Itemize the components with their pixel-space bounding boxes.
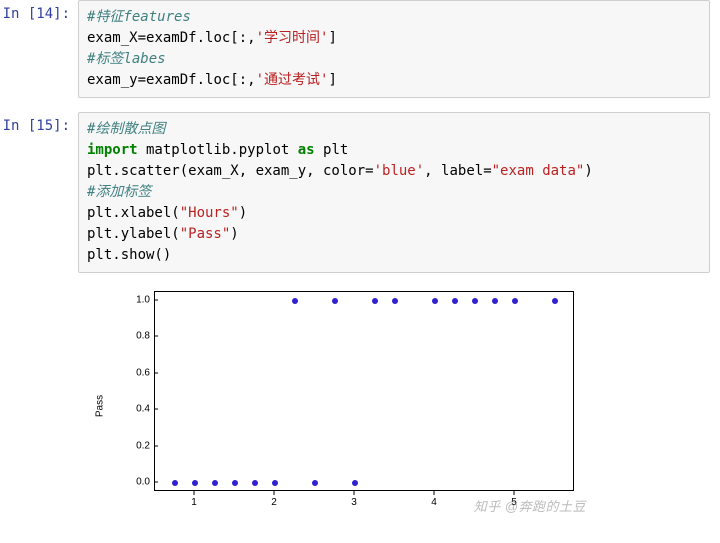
code-line: plt.xlabel("Hours") [87, 203, 701, 224]
code-token: #添加标签 [87, 184, 151, 200]
scatter-point [392, 298, 398, 304]
scatter-point [312, 480, 318, 486]
code-token: ) [230, 226, 238, 242]
code-token: matplotlib.pyplot [138, 142, 298, 158]
code-token: '通过考试' [256, 72, 329, 88]
scatter-point [172, 480, 178, 486]
code-token: examDf.loc[:, [146, 30, 256, 46]
x-tick-label: 2 [271, 497, 277, 508]
code-token: = [365, 163, 373, 179]
x-tick-label: 3 [351, 497, 357, 508]
code-token: , label [424, 163, 483, 179]
code-token: plt.scatter(exam_X, exam_y, color [87, 163, 365, 179]
scatter-point [512, 298, 518, 304]
x-tick-label: 1 [191, 497, 197, 508]
scatter-point [552, 298, 558, 304]
scatter-point [232, 480, 238, 486]
scatter-point [472, 298, 478, 304]
y-tick-label: 0.0 [136, 476, 150, 487]
prompt-label: In [15]: [0, 112, 78, 273]
code-line: exam_y=examDf.loc[:,'通过考试'] [87, 70, 701, 91]
code-cell-15: In [15]: #绘制散点图 import matplotlib.pyplot … [0, 112, 720, 273]
code-token: ] [328, 30, 336, 46]
code-token: = [138, 72, 146, 88]
code-token: #绘制散点图 [87, 121, 165, 137]
code-token: = [138, 30, 146, 46]
code-token: ) [239, 205, 247, 221]
code-token: plt.ylabel( [87, 226, 180, 242]
output-area: Pass 0.00.20.40.60.81.0 12345 知乎 @奔跑的土豆 [78, 287, 720, 521]
scatter-point [252, 480, 258, 486]
code-token: import [87, 142, 138, 158]
code-token: = [483, 163, 491, 179]
y-tick-label: 0.4 [136, 404, 150, 415]
scatter-point [352, 480, 358, 486]
y-tick-label: 0.8 [136, 331, 150, 342]
code-line: #绘制散点图 [87, 119, 701, 140]
x-tick-mark [194, 491, 195, 495]
scatter-point [192, 480, 198, 486]
code-token: "Hours" [180, 205, 239, 221]
y-tick-label: 1.0 [136, 295, 150, 306]
x-tick-label: 4 [431, 497, 437, 508]
code-line: #添加标签 [87, 182, 701, 203]
code-token: ) [584, 163, 592, 179]
scatter-point [292, 298, 298, 304]
plot-area [154, 291, 574, 491]
scatter-point [452, 298, 458, 304]
x-tick-mark [274, 491, 275, 495]
y-tick-label: 0.6 [136, 367, 150, 378]
x-tick-mark [354, 491, 355, 495]
code-token: "Pass" [180, 226, 231, 242]
code-token: plt [315, 142, 349, 158]
code-token: plt.xlabel( [87, 205, 180, 221]
code-input-15[interactable]: #绘制散点图import matplotlib.pyplot as pltplt… [78, 112, 710, 273]
x-tick-mark [434, 491, 435, 495]
code-line: #特征features [87, 7, 701, 28]
y-tick-label: 0.2 [136, 440, 150, 451]
code-token: exam_y [87, 72, 138, 88]
scatter-point [432, 298, 438, 304]
scatter-point [272, 480, 278, 486]
code-token: examDf.loc[:, [146, 72, 256, 88]
code-token: exam_X [87, 30, 138, 46]
code-line: exam_X=examDf.loc[:,'学习时间'] [87, 28, 701, 49]
code-token: '学习时间' [256, 30, 329, 46]
code-line: #标签labes [87, 49, 701, 70]
code-token: #特征features [87, 9, 191, 25]
code-token: as [298, 142, 315, 158]
scatter-point [492, 298, 498, 304]
scatter-chart: Pass 0.00.20.40.60.81.0 12345 知乎 @奔跑的土豆 [118, 291, 598, 521]
y-axis-label: Pass [95, 395, 106, 417]
code-token: #标签labes [87, 51, 166, 67]
code-line: plt.ylabel("Pass") [87, 224, 701, 245]
scatter-point [212, 480, 218, 486]
scatter-point [332, 298, 338, 304]
code-line: plt.scatter(exam_X, exam_y, color='blue'… [87, 161, 701, 182]
code-token: 'blue' [374, 163, 425, 179]
prompt-label: In [14]: [0, 0, 78, 98]
code-token: plt.show() [87, 247, 171, 263]
notebook: In [14]: #特征featuresexam_X=examDf.loc[:,… [0, 0, 720, 521]
scatter-point [372, 298, 378, 304]
x-tick-mark [514, 491, 515, 495]
code-input-14[interactable]: #特征featuresexam_X=examDf.loc[:,'学习时间']#标… [78, 0, 710, 98]
code-line: import matplotlib.pyplot as plt [87, 140, 701, 161]
watermark-text: 知乎 @奔跑的土豆 [474, 496, 586, 515]
code-token: ] [328, 72, 336, 88]
code-cell-14: In [14]: #特征featuresexam_X=examDf.loc[:,… [0, 0, 720, 98]
code-token: "exam data" [492, 163, 585, 179]
code-line: plt.show() [87, 245, 701, 266]
y-axis-ticks: 0.0 0.2 0.4 0.6 0.8 1.0 [118, 291, 154, 491]
